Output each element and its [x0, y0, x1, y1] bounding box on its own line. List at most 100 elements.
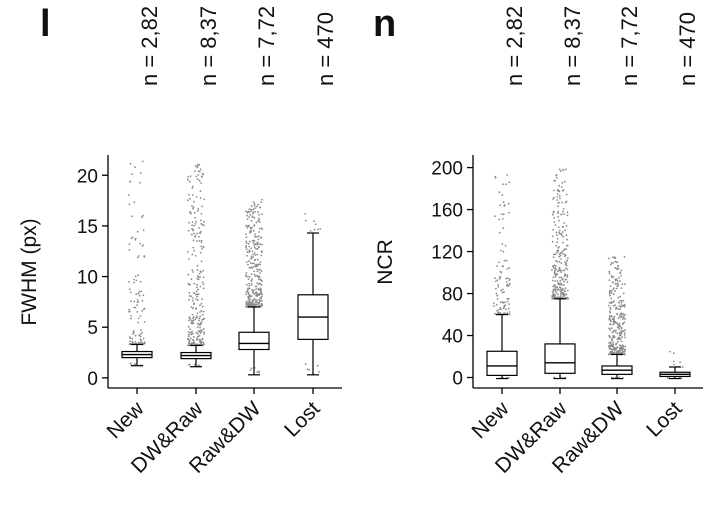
outlier-point [498, 278, 501, 280]
outlier-point [256, 268, 258, 271]
outlier-point [565, 248, 568, 251]
outlier-point [261, 280, 264, 282]
outlier-point [618, 322, 621, 325]
outlier-point [612, 348, 614, 351]
outlier-point [506, 283, 509, 286]
outlier-point [619, 272, 621, 275]
outlier-point [139, 181, 142, 184]
outlier-point [195, 293, 197, 296]
y-tick-label: 120 [431, 243, 463, 264]
outlier-point [133, 300, 136, 303]
outlier-point [560, 291, 563, 294]
outlier-point [609, 328, 612, 331]
n-count-label: n = 470 [675, 12, 700, 86]
outlier-point [196, 299, 199, 301]
outlier-point [188, 221, 191, 224]
outlier-point [561, 296, 564, 299]
outlier-point [562, 236, 565, 238]
outlier-point [619, 300, 621, 302]
outlier-point [187, 335, 190, 338]
outlier-point [608, 335, 611, 338]
outlier-point [624, 318, 626, 320]
panel-letter-right: n [373, 3, 396, 45]
outlier-point [608, 304, 610, 307]
outlier-point [608, 257, 610, 260]
outlier-point [618, 328, 621, 330]
outlier-point [558, 276, 561, 279]
outlier-point [187, 325, 190, 328]
outlier-point [245, 233, 247, 236]
outlier-point [252, 208, 255, 211]
outlier-point [556, 241, 558, 244]
outlier-point [556, 177, 558, 179]
outlier-point [558, 267, 561, 270]
outlier-point [259, 282, 262, 285]
outlier-point [246, 254, 249, 257]
outlier-point [624, 329, 626, 332]
outlier-point [192, 271, 195, 273]
outlier-point [498, 312, 501, 315]
outlier-point [561, 234, 563, 237]
outlier-point [138, 290, 141, 293]
outlier-point [189, 211, 192, 214]
outlier-point [613, 287, 615, 290]
y-tick-label: 80 [442, 285, 463, 306]
outlier-point [304, 219, 307, 222]
outlier-point [247, 242, 250, 245]
outlier-point [190, 278, 193, 280]
outlier-point [253, 273, 256, 276]
outlier-point [260, 305, 263, 307]
outlier-point [612, 301, 614, 303]
outlier-point [616, 323, 619, 326]
outlier-point [619, 295, 622, 298]
outlier-point [142, 214, 144, 217]
outlier-point [557, 250, 560, 253]
outlier-point [615, 287, 618, 290]
outlier-point [195, 317, 197, 319]
outlier-point [496, 279, 499, 282]
outlier-point [193, 232, 195, 235]
outlier-point [613, 347, 616, 350]
outlier-point [252, 201, 255, 204]
outlier-point [191, 269, 194, 272]
outlier-point [199, 338, 201, 341]
outlier-point [197, 330, 200, 333]
outlier-point [198, 272, 201, 275]
outlier-point [259, 268, 261, 271]
outlier-point [613, 315, 616, 318]
outlier-point [622, 347, 625, 350]
outlier-point [248, 208, 251, 211]
outlier-point [136, 299, 139, 301]
outlier-point [566, 276, 569, 278]
outlier-point [194, 255, 197, 257]
outlier-point [195, 315, 198, 317]
outlier-point [555, 174, 558, 176]
outlier-point [617, 340, 619, 343]
outlier-point [245, 236, 248, 239]
outlier-point [187, 273, 190, 276]
outlier-point [197, 208, 200, 210]
outlier-point [554, 267, 557, 270]
n-count-label: n = 7,72 [617, 6, 642, 86]
outlier-point [246, 218, 249, 221]
outlier-point [249, 213, 252, 216]
outlier-point [505, 281, 508, 283]
outlier-point [253, 298, 256, 300]
outlier-point [196, 283, 199, 286]
outlier-point [557, 247, 560, 249]
outlier-point [309, 230, 312, 232]
outlier-point [193, 363, 196, 366]
outlier-point [256, 241, 259, 244]
outlier-point [259, 287, 262, 290]
outlier-point [248, 266, 251, 269]
outlier-point [563, 275, 566, 278]
outlier-point [610, 263, 612, 266]
outlier-point [253, 252, 256, 254]
outlier-point [192, 336, 195, 338]
outlier-point [196, 163, 199, 166]
n-count-label: n = 8,37 [560, 6, 585, 86]
outlier-point [197, 174, 200, 176]
outlier-point [623, 317, 625, 319]
n-count-label: n = 7,72 [254, 6, 279, 86]
outlier-point [500, 249, 502, 252]
